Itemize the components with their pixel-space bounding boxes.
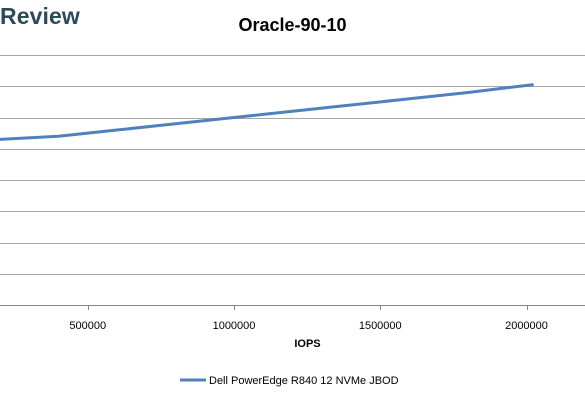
x-tick-label: 1000000 bbox=[213, 320, 256, 332]
chart-title: Oracle-90-10 bbox=[238, 15, 347, 35]
legend: Dell PowerEdge R840 12 NVMe JBOD bbox=[180, 375, 399, 387]
x-axis: 500000 1000000 1500000 2000000 bbox=[69, 305, 548, 332]
x-tick-label: 2000000 bbox=[505, 320, 548, 332]
legend-label: Dell PowerEdge R840 12 NVMe JBOD bbox=[209, 375, 399, 387]
brand-logo-text: Review bbox=[0, 3, 80, 29]
x-tick-label: 1500000 bbox=[359, 320, 402, 332]
series-layer bbox=[0, 83, 534, 141]
x-tick-label: 500000 bbox=[69, 320, 106, 332]
gridlines bbox=[0, 55, 585, 306]
x-axis-label: IOPS bbox=[294, 338, 320, 350]
series-line bbox=[0, 83, 534, 141]
